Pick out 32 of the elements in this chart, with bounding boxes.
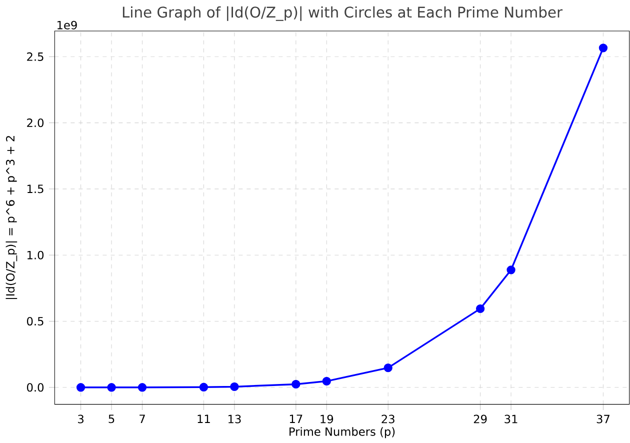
y-tick-label: 2.5 xyxy=(27,52,44,62)
x-tick-label: 19 xyxy=(320,414,334,424)
y-tick-label: 2.0 xyxy=(27,118,44,128)
x-tick-label: 29 xyxy=(474,414,487,424)
point xyxy=(322,377,331,386)
x-axis-title: Prime Numbers (p) xyxy=(290,427,395,438)
x-tick-label: 3 xyxy=(78,414,84,424)
chart-title: Line Graph of |Id(O/Z_p)| with Circles at Each Prime Number xyxy=(122,6,563,22)
point xyxy=(476,304,485,314)
x-tick-label: 23 xyxy=(382,414,394,424)
x-tick-label: 11 xyxy=(198,414,210,424)
point xyxy=(230,382,239,392)
point xyxy=(384,364,392,372)
point xyxy=(138,383,147,392)
point xyxy=(598,44,608,52)
x-tick-label: 17 xyxy=(290,414,302,424)
point xyxy=(506,266,516,274)
y-tick-label: 0.5 xyxy=(27,317,44,326)
point xyxy=(199,383,208,392)
x-tick-label: 7 xyxy=(140,414,145,424)
x-tick-label: 31 xyxy=(504,414,518,424)
y-axis-title: |Id(O/Z_p)| = p^6 + p^3 + 2 xyxy=(6,136,18,300)
point xyxy=(292,380,300,389)
x-tick-label: 5 xyxy=(108,414,114,424)
text: 1e9 xyxy=(58,21,77,30)
y-tick-label: 1.0 xyxy=(28,251,44,260)
point xyxy=(76,383,86,392)
y-tick-label: 0.0 xyxy=(27,383,44,392)
point xyxy=(107,383,116,392)
y-tick-label: 1.5 xyxy=(28,184,44,194)
x-tick-label: 37 xyxy=(596,414,610,424)
x-tick-label: 13 xyxy=(228,414,241,424)
